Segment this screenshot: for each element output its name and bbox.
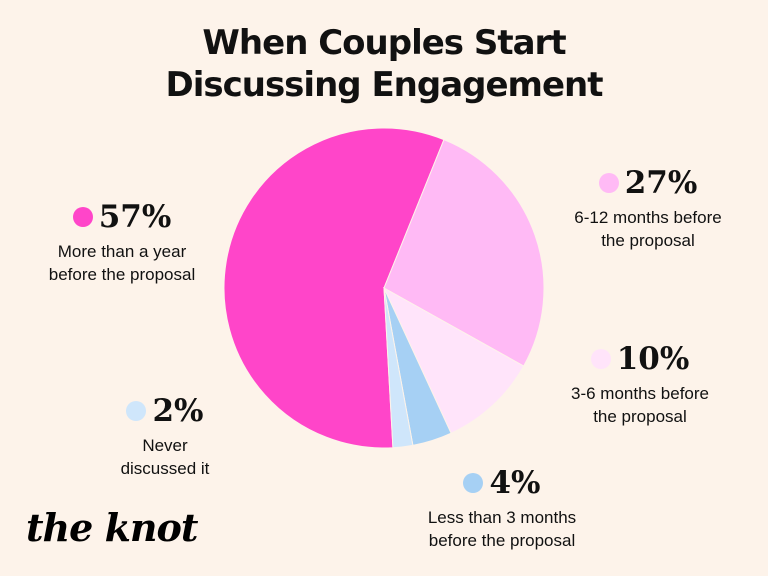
pie-slice-27 bbox=[383, 138, 545, 367]
slice-percent-27: 27% bbox=[624, 165, 698, 201]
title-line-1: When Couples Start bbox=[202, 23, 566, 63]
slice-percent-57: 57% bbox=[98, 199, 172, 235]
slice-percent-10: 10% bbox=[616, 341, 690, 377]
slice-description-2: Never discussed it bbox=[120, 436, 210, 478]
legend-label-never-discussed: 2% Never discussed it bbox=[90, 394, 240, 480]
legend-dot-27 bbox=[598, 173, 619, 193]
pie-slice-2 bbox=[383, 287, 414, 449]
legend-label-less-than-3-months: 4% Less than 3 months before the proposa… bbox=[402, 466, 602, 552]
slice-description-57: More than a year before the proposal bbox=[48, 242, 196, 284]
slice-description-4: Less than 3 months before the proposal bbox=[427, 508, 577, 550]
pie-slice-10 bbox=[382, 286, 525, 434]
title-line-2: Discussing Engagement bbox=[165, 65, 603, 105]
slice-description-10: 3-6 months before the proposal bbox=[571, 384, 709, 426]
the-knot-logo: the knot bbox=[26, 505, 198, 550]
legend-label-6-12-months: 27% 6-12 months before the proposal bbox=[548, 166, 748, 252]
legend-label-3-6-months: 10% 3-6 months before the proposal bbox=[540, 342, 740, 428]
legend-dot-57 bbox=[72, 207, 93, 227]
pie-slice-57 bbox=[223, 127, 445, 449]
slice-percent-2: 2% bbox=[152, 393, 204, 429]
slice-percent-4: 4% bbox=[489, 465, 541, 501]
legend-dot-2 bbox=[126, 401, 147, 421]
legend-dot-10 bbox=[590, 349, 611, 369]
legend-dot-4 bbox=[463, 473, 484, 493]
slice-description-27: 6-12 months before the proposal bbox=[574, 208, 722, 250]
chart-title: When Couples Start Discussing Engagement bbox=[0, 22, 768, 106]
legend-label-more-than-a-year: 57% More than a year before the proposal bbox=[22, 200, 222, 286]
